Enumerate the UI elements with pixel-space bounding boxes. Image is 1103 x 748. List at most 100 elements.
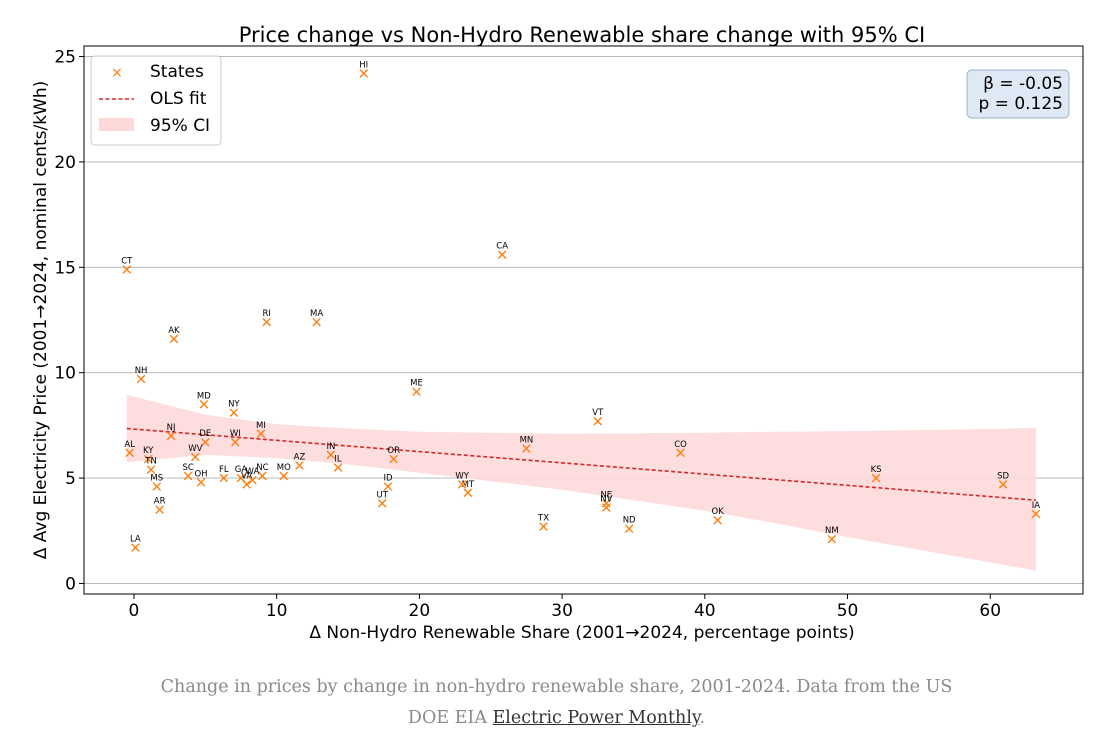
- point-label-WY: WY: [455, 471, 469, 481]
- point-marker-AL: [125, 448, 134, 458]
- legend-label-states: States: [150, 62, 204, 82]
- point-label-WV: WV: [188, 444, 202, 454]
- point-marker-MD: [199, 400, 209, 409]
- point-label-GA: GA: [235, 465, 248, 475]
- legend-marker-states: ×: [111, 65, 123, 81]
- point-marker-OR: [389, 454, 398, 464]
- point-VA: VA: [241, 471, 252, 489]
- point-ME: ME: [410, 379, 423, 396]
- point-marker-MS: [152, 482, 162, 491]
- point-label-CO: CO: [674, 440, 687, 450]
- point-marker-MT: [463, 488, 473, 498]
- y-axis-ticks: 0 5 10 15 20 25: [54, 48, 84, 594]
- point-WV: WV: [188, 444, 203, 462]
- point-FL: FL: [219, 465, 229, 483]
- point-SD: SD: [997, 471, 1009, 489]
- point-marker-MA: [312, 317, 321, 327]
- point-marker-IA: [1031, 509, 1041, 519]
- point-TX: TX: [537, 514, 549, 531]
- ci-band: [126, 394, 1036, 571]
- point-label-UT: UT: [377, 490, 389, 500]
- point-marker-UT: [377, 499, 387, 508]
- point-marker-CA: [497, 250, 507, 259]
- point-label-NH: NH: [135, 366, 148, 376]
- point-AZ: AZ: [294, 452, 305, 470]
- point-label-MS: MS: [150, 474, 163, 484]
- point-label-LA: LA: [130, 535, 141, 545]
- point-marker-LA: [131, 543, 140, 552]
- point-label-WA: WA: [246, 467, 260, 477]
- point-CT: CT: [121, 256, 133, 274]
- y-tick-label-20: 20: [54, 153, 76, 173]
- point-NY: NY: [228, 400, 240, 418]
- point-SC: SC: [183, 463, 194, 481]
- point-AL: AL: [124, 440, 135, 458]
- point-HI: HI: [359, 60, 368, 78]
- point-CO: CO: [674, 440, 687, 458]
- point-IN: IN: [326, 442, 336, 460]
- point-OH: OH: [194, 469, 208, 487]
- point-marker-NH: [136, 374, 146, 384]
- point-MA: MA: [310, 309, 323, 327]
- point-label-HI: HI: [359, 60, 368, 70]
- point-label-TN: TN: [144, 457, 157, 467]
- y-tick-label-10: 10: [54, 364, 76, 384]
- point-label-NC: NC: [256, 463, 268, 473]
- point-marker-IL: [333, 463, 343, 472]
- point-ID: ID: [383, 474, 393, 491]
- point-label-AL: AL: [124, 440, 135, 450]
- ols-fit-line: [126, 427, 1036, 502]
- point-label-AR: AR: [154, 497, 166, 507]
- point-marker-MN: [522, 444, 531, 453]
- point-label-NY: NY: [228, 400, 240, 410]
- point-NJ: NJ: [167, 423, 175, 441]
- point-label-CA: CA: [496, 242, 508, 252]
- point-label-OH: OH: [194, 469, 207, 479]
- x-tick-label-20: 20: [409, 601, 431, 621]
- point-MT: MT: [462, 480, 475, 498]
- point-marker-NC: [258, 471, 267, 481]
- point-marker-IN: [326, 450, 336, 460]
- point-label-OK: OK: [712, 507, 725, 517]
- x-tick-label-0: 0: [129, 601, 140, 621]
- y-tick-label-25: 25: [54, 48, 76, 68]
- y-tick-label-0: 0: [65, 574, 76, 594]
- point-UT: UT: [377, 490, 389, 508]
- point-label-OR: OR: [387, 446, 400, 456]
- y-tick-label-15: 15: [54, 258, 76, 278]
- figure-caption: Change in prices by change in non-hydro …: [150, 672, 963, 734]
- point-label-RI: RI: [262, 309, 270, 319]
- stats-box-bg: [966, 69, 1070, 119]
- x-tick-label-10: 10: [266, 601, 288, 621]
- point-DE: DE: [199, 429, 211, 447]
- point-label-FL: FL: [219, 465, 229, 475]
- point-AR: AR: [154, 497, 166, 514]
- x-axis-ticks: 0 10 20 30 40 50 60: [129, 594, 1001, 621]
- point-label-ND: ND: [623, 516, 636, 526]
- point-NM: NM: [825, 526, 839, 544]
- point-label-VT: VT: [592, 408, 604, 418]
- point-marker-TX: [539, 522, 548, 531]
- plot-frame: [83, 45, 1084, 595]
- points-layer: AL AK AZ AR CA CO CT DE FL GA HI ID IL IN IA KS KY LA ME MD…: [121, 60, 1041, 552]
- point-label-KY: KY: [143, 446, 154, 456]
- point-label-MT: MT: [462, 480, 475, 490]
- legend-marker-ci: [99, 118, 134, 131]
- legend: × States OLS fit 95% CI: [90, 55, 222, 146]
- x-tick-label-50: 50: [837, 601, 859, 621]
- point-marker-WA: [248, 475, 257, 485]
- point-MO: MO: [277, 463, 291, 481]
- point-AK: AK: [168, 326, 180, 344]
- point-marker-VA: [242, 480, 251, 489]
- point-marker-MO: [279, 471, 289, 481]
- caption-link[interactable]: Electric Power Monthly: [492, 708, 700, 728]
- stats-box: β = -0.05 p = 0.125: [966, 69, 1070, 119]
- point-marker-TN: [146, 465, 156, 474]
- point-WI: WI: [230, 429, 241, 447]
- point-marker-NM: [827, 534, 837, 544]
- point-label-MI: MI: [256, 421, 266, 431]
- point-KY: KY: [143, 446, 154, 464]
- point-label-ME: ME: [410, 379, 423, 389]
- point-marker-AZ: [295, 461, 304, 470]
- point-marker-OH: [196, 477, 206, 487]
